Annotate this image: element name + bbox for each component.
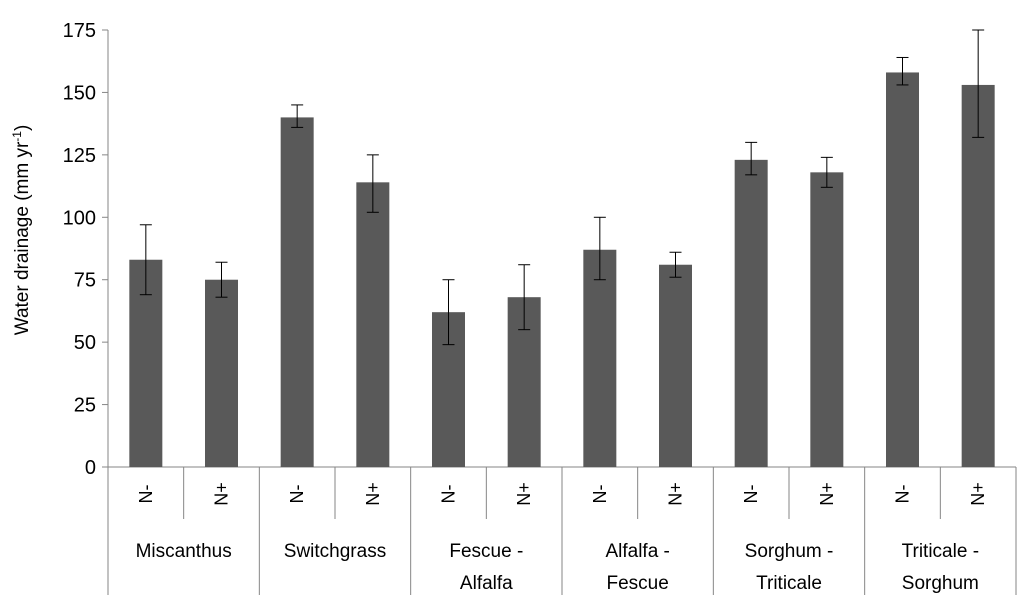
category-label-line: Alfalfa [460, 573, 513, 594]
y-tick-label: 100 [63, 207, 96, 229]
category-label-line: Fescue [607, 573, 669, 594]
bar-label: N+ [212, 482, 232, 506]
category-label-line: Triticale [756, 573, 822, 594]
bar-label: N- [590, 485, 610, 504]
category-label-line: Fescue - [449, 541, 523, 562]
bar-label: N- [439, 485, 459, 504]
y-tick-label: 25 [74, 395, 96, 417]
bar-label: N+ [968, 482, 988, 506]
bar-label: N+ [363, 482, 383, 506]
y-tick-label: 75 [74, 270, 96, 292]
bar-label: N+ [817, 482, 837, 506]
category-label: Switchgrass [284, 541, 386, 562]
bar-label: N- [287, 485, 307, 504]
bar [886, 72, 919, 468]
bar [961, 84, 995, 468]
bar-label: N- [136, 485, 156, 504]
bar [356, 182, 390, 467]
category-label-line: Sorghum [902, 573, 979, 594]
category-label-line: Sorghum - [745, 541, 834, 562]
bar-label: N+ [514, 482, 534, 506]
bar-label: N- [741, 485, 761, 504]
y-tick-label: 150 [63, 82, 96, 104]
y-tick-label: 175 [63, 20, 96, 42]
y-axis-title-main: Water drainage (mm yr [12, 141, 33, 335]
bar [810, 172, 844, 467]
y-tick-label: 0 [85, 457, 96, 479]
y-axis-title-superscript: -1 [10, 131, 24, 142]
y-axis-title: Water drainage (mm yr-1) [10, 125, 33, 336]
bar-label: N+ [666, 482, 686, 506]
bar [280, 117, 314, 468]
category-label-line: Alfalfa - [605, 541, 669, 562]
category-label: Miscanthus [136, 541, 232, 562]
bar [734, 159, 768, 467]
plot-area: 0 25 50 75 100 125 150 175 N- N+ Miscanthus N- N+ Swi… [63, 20, 1017, 595]
category-label-line: Triticale - [902, 541, 979, 562]
y-tick-label: 125 [63, 145, 96, 167]
bar [659, 264, 692, 467]
bar [583, 249, 617, 467]
bar [205, 279, 238, 467]
bar-label: N- [893, 485, 913, 504]
y-axis-title-close: ) [12, 125, 33, 131]
y-tick-label: 50 [74, 332, 96, 354]
